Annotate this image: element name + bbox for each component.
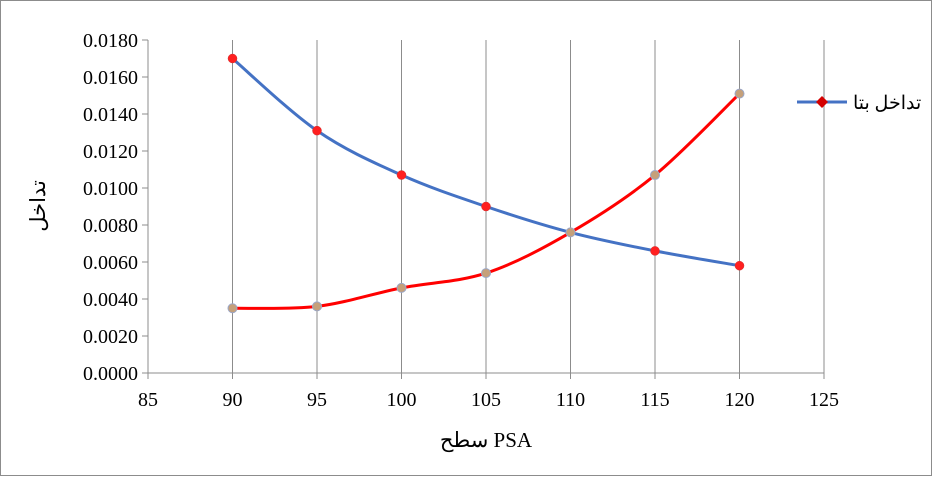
y-tick-label: 0.0060 [83,252,138,274]
y-tick-label: 0.0180 [83,30,138,52]
x-axis-title: سطح PSA [440,428,533,453]
data-point [227,53,238,64]
legend: تداخل بتا [797,93,921,114]
data-point [565,227,576,238]
y-tick-label: 0.0040 [83,289,138,311]
y-tick-label: 0.0100 [83,178,138,200]
legend-marker [816,96,828,108]
y-axis-title: تداخل [26,180,50,232]
y-tick-label: 0.0080 [83,215,138,237]
data-point [734,260,745,271]
y-tick-label: 0.0140 [83,104,138,126]
data-point [734,88,745,99]
x-tick-label: 95 [307,389,327,411]
y-tick-label: 0.0160 [83,67,138,89]
data-point [396,170,407,180]
axes [142,39,825,379]
y-tick-label: 0.0000 [83,363,138,385]
x-tick-label: 100 [387,389,417,411]
data-point [650,170,660,181]
data-point [481,201,491,212]
x-tick-label: 90 [223,389,243,411]
y-tick-label: 0.0020 [83,326,138,348]
data-point [227,303,238,314]
y-tick-label: 0.0120 [83,141,138,163]
series [227,53,745,314]
x-tick-label: 115 [640,389,669,411]
legend-label: تداخل بتا [853,93,921,114]
data-point [396,282,407,293]
data-point [312,125,322,136]
data-point [481,268,491,279]
x-tick-label: 125 [809,389,839,411]
x-tick-label: 105 [471,389,501,411]
x-tick-label: 120 [725,389,755,411]
data-point [650,246,660,256]
data-point [312,301,322,312]
x-tick-label: 110 [556,389,585,411]
x-tick-label: 85 [138,389,158,411]
tick-labels: 85 90 95 100 105 110 115 120 125 0.0000 0.0020 0.00… [83,30,839,411]
